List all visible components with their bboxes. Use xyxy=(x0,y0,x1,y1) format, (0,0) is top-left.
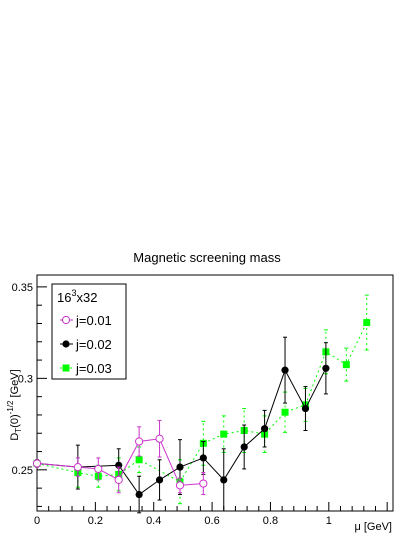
x-tick-label: 1 xyxy=(326,515,332,527)
x-tick-label: 0.4 xyxy=(146,515,161,527)
legend-items: j=0.01 j=0.02 j=0.03 xyxy=(60,313,112,376)
data-point-circle xyxy=(322,364,330,372)
legend-header-sup: 3 xyxy=(71,288,76,298)
data-point-open-circle xyxy=(155,434,164,443)
data-point-circle xyxy=(176,463,184,471)
y-tick-label: 0.3 xyxy=(18,373,33,385)
series-j=0.01 xyxy=(32,419,208,496)
data-point-circle xyxy=(155,476,164,484)
data-point-square xyxy=(135,456,143,464)
data-point-circle xyxy=(135,490,143,499)
x-axis-label: μ [GeV] xyxy=(354,521,392,533)
legend-label: j=0.02 xyxy=(75,337,112,352)
data-point-circle xyxy=(261,425,269,433)
series-layer xyxy=(32,294,371,514)
data-point-square xyxy=(342,361,350,369)
legend-label: j=0.01 xyxy=(75,313,112,328)
data-point-open-circle xyxy=(94,464,103,474)
y-tick-label: 0.25 xyxy=(12,465,33,477)
legend-label: j=0.03 xyxy=(75,361,112,376)
y-axis-label-unit: [GeV] xyxy=(9,369,21,400)
legend-item: j=0.03 xyxy=(60,361,112,376)
y-tick-label: 0.35 xyxy=(12,282,33,294)
legend-header: 163x32 xyxy=(57,288,97,305)
data-point-open-circle xyxy=(199,479,208,488)
legend-item: j=0.01 xyxy=(60,313,112,328)
data-point-square xyxy=(62,364,70,372)
data-point-open-circle xyxy=(135,437,144,446)
data-point-open-circle xyxy=(61,315,71,325)
x-tick-label: 0.6 xyxy=(204,515,219,527)
plot-frame xyxy=(36,274,394,512)
y-axis-label: DT(0)-1/2 [GeV] xyxy=(6,369,23,440)
data-point-circle xyxy=(301,404,310,413)
data-point-open-circle xyxy=(32,459,42,468)
x-tick-label: 0.2 xyxy=(88,515,103,527)
legend-header-base: 16 xyxy=(57,290,71,305)
data-point-circle xyxy=(281,366,289,374)
y-axis-label-sup: -1/2 xyxy=(6,400,15,414)
legend-header-rest: x32 xyxy=(76,290,97,305)
legend-box xyxy=(51,283,127,380)
data-point-open-circle xyxy=(73,462,82,472)
data-point-square xyxy=(220,430,228,438)
chart-title: Magnetic screening mass xyxy=(133,250,281,265)
data-point-circle xyxy=(220,476,228,484)
data-point-open-circle xyxy=(114,475,123,484)
data-point-circle xyxy=(240,443,248,451)
data-point-square xyxy=(363,319,371,327)
y-axis-label-main: D xyxy=(9,433,21,441)
legend: 163x32 j=0.01 j=0.02 j=0.03 xyxy=(51,283,127,380)
y-axis-label-rest: (0) xyxy=(9,414,21,427)
y-axis-label-sub: T xyxy=(14,428,23,433)
data-point-circle xyxy=(62,340,70,348)
axes: 0 0.2 0.4 0.6 0.8 1 0.25 0.3 0.35 xyxy=(12,282,388,527)
x-tick-label: 0.8 xyxy=(263,515,278,527)
data-point-circle xyxy=(199,454,207,462)
data-point-open-circle xyxy=(175,481,185,490)
x-tick-label: 0 xyxy=(34,515,40,527)
legend-item: j=0.02 xyxy=(60,337,112,352)
data-point-square xyxy=(281,408,289,416)
